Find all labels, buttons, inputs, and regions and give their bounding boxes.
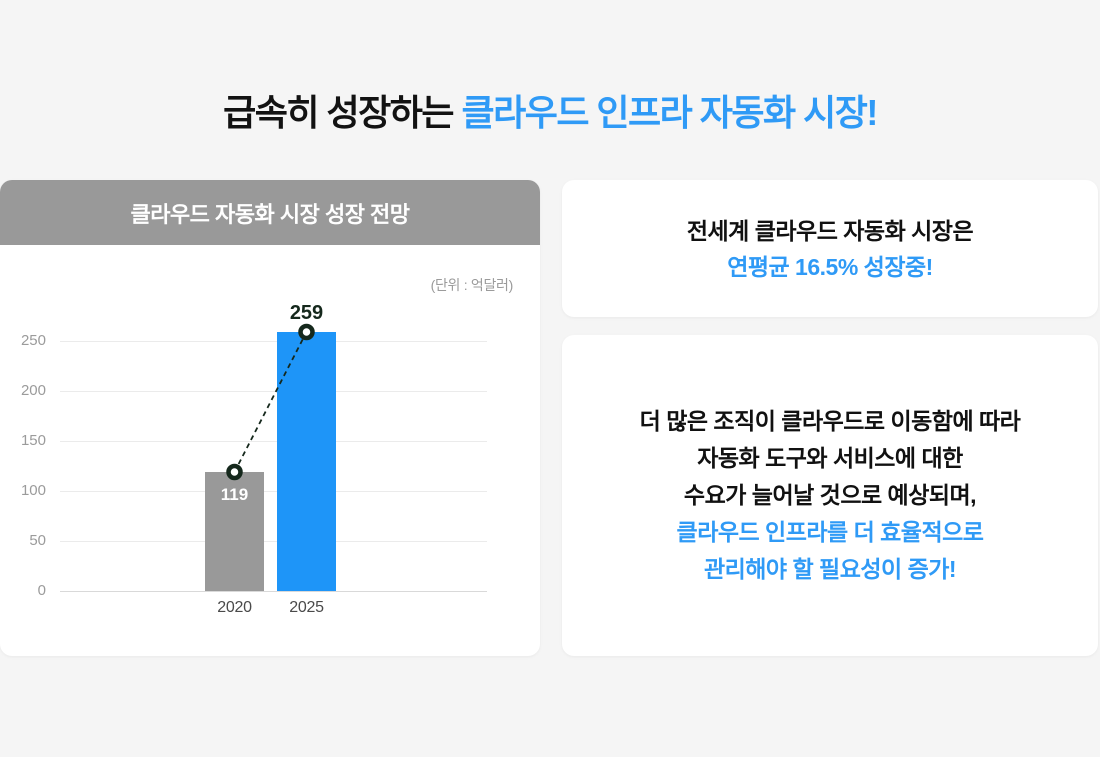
demand-highlight-line-2: 관리해야 할 필요성이 증가! — [703, 556, 957, 582]
y-axis-tick-150: 150 — [20, 432, 46, 449]
chart-unit-label: (단위 : 억달러) — [430, 277, 514, 293]
demand-text-line-2: 자동화 도구와 서비스에 대한 — [697, 445, 963, 471]
gridline-150 — [60, 441, 487, 442]
bar-2025 — [277, 332, 336, 591]
bar-value-label-2020: 119 — [220, 485, 249, 504]
gridline-100 — [60, 491, 487, 492]
info-card-demand: 더 많은 조직이 클라우드로 이동함에 따라 자동화 도구와 서비스에 대한 수… — [562, 335, 1098, 656]
bar-value-label-2025: 259 — [289, 302, 324, 324]
gridline-0 — [60, 591, 487, 592]
page-title-prefix: 급속히 성장하는 — [223, 92, 462, 133]
chart-card: 클라우드 자동화 시장 성장 전망 (단위 : 억달러) 0 50 100 150 20… — [0, 180, 540, 656]
gridline-200 — [60, 391, 487, 392]
gridline-250 — [60, 341, 487, 342]
growth-text-line: 전세계 클라우드 자동화 시장은 — [686, 217, 974, 244]
info-card-growth: 전세계 클라우드 자동화 시장은 연평균 16.5% 성장중! — [562, 180, 1098, 317]
demand-text-line-1: 더 많은 조직이 클라우드로 이동함에 따라 — [639, 408, 1021, 434]
bar-chart: 0 50 100 150 200 250 119 2020 259 2025 — [0, 245, 540, 656]
y-axis-tick-0: 0 — [37, 582, 46, 599]
chart-body: (단위 : 억달러) 0 50 100 150 200 250 119 2020 259 2025 — [0, 245, 540, 656]
page-title-highlight: 클라우드 인프라 자동화 시장! — [461, 92, 878, 133]
demand-text-line-3: 수요가 늘어날 것으로 예상되며, — [683, 482, 977, 508]
y-axis-tick-100: 100 — [20, 482, 46, 499]
x-axis-tick-2020: 2020 — [217, 599, 252, 616]
chart-title: 클라우드 자동화 시장 성장 전망 — [0, 180, 540, 245]
demand-highlight-line-1: 클라우드 인프라를 더 효율적으로 — [676, 519, 984, 545]
y-axis-tick-250: 250 — [20, 332, 46, 349]
bar-2020 — [205, 472, 264, 591]
x-axis-tick-2025: 2025 — [289, 599, 324, 616]
y-axis-tick-200: 200 — [20, 382, 46, 399]
y-axis-tick-50: 50 — [29, 532, 46, 549]
gridline-50 — [60, 541, 487, 542]
page-title: 급속히 성장하는 클라우드 인프라 자동화 시장! — [0, 84, 1100, 136]
growth-highlight-line: 연평균 16.5% 성장중! — [727, 253, 933, 280]
